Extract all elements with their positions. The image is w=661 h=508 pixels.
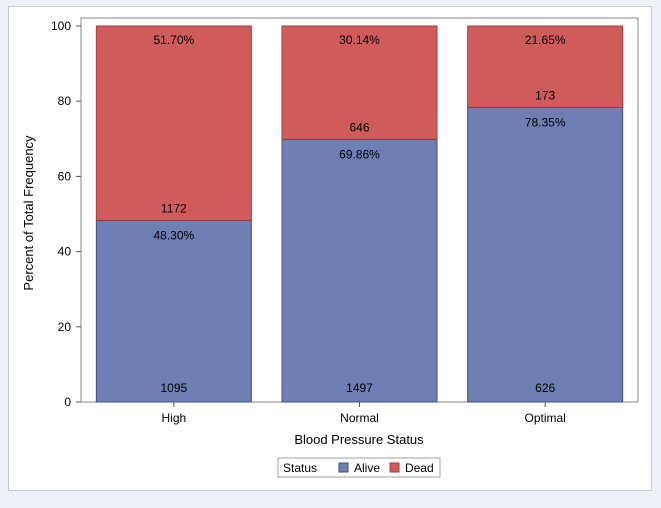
x-tick-label: High bbox=[161, 411, 186, 425]
alive-count-label: 1497 bbox=[346, 381, 373, 395]
x-tick-label: Normal bbox=[340, 411, 379, 425]
bar-dead-normal bbox=[281, 25, 438, 140]
dead-percent-label: 51.70% bbox=[153, 33, 194, 47]
bar-alive-normal bbox=[281, 138, 438, 403]
dead-percent-label: 21.65% bbox=[525, 33, 566, 47]
legend-swatch-alive bbox=[338, 462, 349, 473]
legend-swatch-dead bbox=[389, 462, 400, 473]
legend-label-alive: Alive bbox=[354, 461, 380, 475]
y-axis-label: Percent of Total Frequency bbox=[21, 135, 36, 291]
legend: Status Alive Dead bbox=[277, 457, 441, 478]
alive-count-label: 1095 bbox=[160, 381, 187, 395]
y-tick-label: 60 bbox=[58, 169, 72, 183]
bar-dead-high bbox=[95, 25, 252, 221]
dead-count-label: 1172 bbox=[161, 201, 187, 215]
legend-label-dead: Dead bbox=[405, 461, 434, 475]
y-tick-label: 100 bbox=[51, 19, 71, 33]
dead-count-label: 646 bbox=[349, 120, 369, 134]
y-tick-label: 20 bbox=[58, 320, 72, 334]
dead-count-label: 173 bbox=[535, 88, 555, 102]
y-tick-label: 0 bbox=[64, 395, 71, 409]
alive-percent-label: 78.35% bbox=[525, 115, 566, 129]
dead-percent-label: 30.14% bbox=[339, 33, 380, 47]
alive-percent-label: 48.30% bbox=[153, 228, 194, 242]
alive-percent-label: 69.86% bbox=[339, 147, 380, 161]
alive-count-label: 626 bbox=[535, 381, 555, 395]
x-tick-label: Optimal bbox=[524, 411, 565, 425]
bar-alive-optimal bbox=[467, 106, 624, 403]
y-tick-label: 80 bbox=[58, 94, 72, 108]
legend-title: Status bbox=[283, 461, 317, 475]
y-tick-label: 40 bbox=[58, 245, 72, 259]
x-axis-label: Blood Pressure Status bbox=[294, 432, 424, 447]
bar-dead-optimal bbox=[467, 25, 624, 108]
bar-alive-high bbox=[95, 219, 252, 403]
